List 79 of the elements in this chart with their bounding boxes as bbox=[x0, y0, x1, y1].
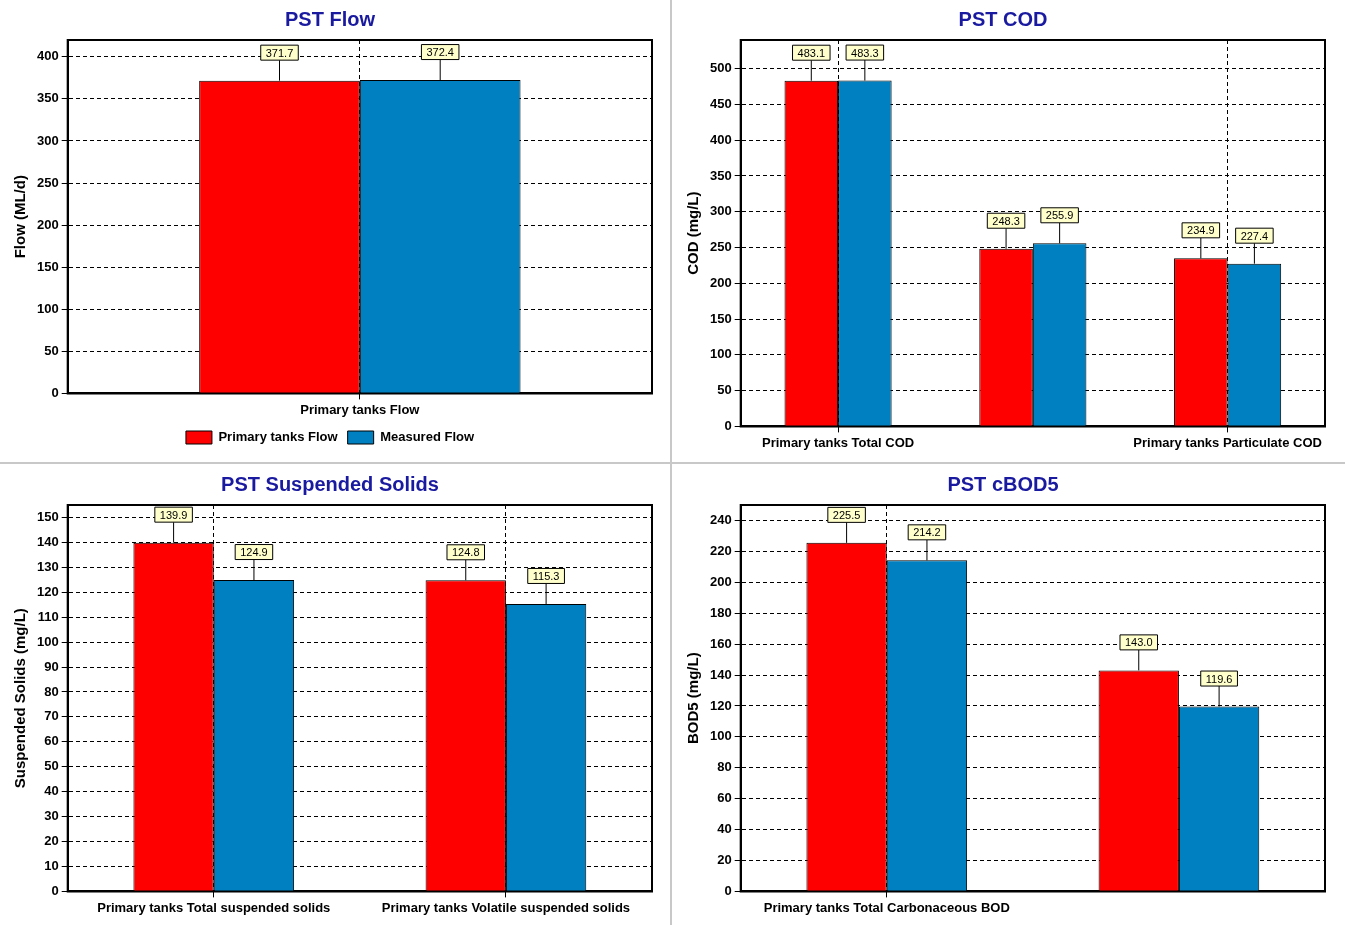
y-tick-label: 50 bbox=[717, 382, 732, 398]
y-tick-label: 350 bbox=[36, 90, 59, 106]
y-tick-label: 130 bbox=[36, 558, 59, 574]
data-label: 483.3 bbox=[851, 46, 879, 59]
chart-title: PST Suspended Solids bbox=[221, 472, 439, 495]
data-label: 372.4 bbox=[426, 46, 454, 59]
y-tick-label: 200 bbox=[709, 274, 732, 290]
y-tick-label: 20 bbox=[717, 852, 732, 868]
x-tick-label: Primary tanks Total COD bbox=[761, 434, 915, 450]
y-tick-label: 160 bbox=[709, 635, 732, 651]
x-tick-label: Primary tanks Particulate COD bbox=[1133, 434, 1322, 450]
chart-title: PST cBOD5 bbox=[947, 472, 1059, 495]
y-tick-label: 60 bbox=[44, 733, 59, 749]
x-tick-label: Primary tanks Volatile suspended solids bbox=[381, 899, 631, 915]
data-label: 143.0 bbox=[1124, 636, 1153, 649]
data-label: 139.9 bbox=[159, 508, 188, 521]
y-tick-label: 220 bbox=[709, 542, 732, 558]
y-tick-label: 150 bbox=[709, 310, 732, 326]
y-tick-label: 40 bbox=[717, 821, 732, 837]
y-tick-label: 80 bbox=[44, 683, 59, 699]
data-label: 248.3 bbox=[992, 214, 1020, 227]
data-label: 255.9 bbox=[1045, 209, 1074, 222]
y-tick-label: 30 bbox=[44, 808, 59, 824]
y-tick-label: 140 bbox=[709, 666, 732, 682]
y-tick-label: 90 bbox=[44, 658, 59, 674]
y-tick-label: 50 bbox=[44, 342, 59, 358]
y-tick-label: 150 bbox=[36, 509, 59, 525]
y-tick-label: 300 bbox=[709, 203, 732, 219]
y-tick-label: 300 bbox=[36, 132, 59, 148]
y-tick-label: 0 bbox=[51, 882, 59, 898]
data-label: 227.4 bbox=[1240, 229, 1269, 242]
y-tick-label: 140 bbox=[36, 533, 59, 549]
y-tick-label: 200 bbox=[709, 573, 732, 589]
y-tick-label: 100 bbox=[709, 346, 732, 362]
y-tick-label: 120 bbox=[36, 583, 59, 599]
data-label: 483.1 bbox=[797, 46, 826, 59]
y-axis-title: BOD5 (mg/L) bbox=[684, 652, 702, 745]
x-tick-label: Primary tanks Total suspended solids bbox=[97, 899, 331, 915]
y-tick-label: 100 bbox=[709, 728, 732, 744]
y-tick-label: 400 bbox=[709, 131, 732, 147]
legend-label: Measured Flow bbox=[380, 429, 475, 445]
y-tick-label: 100 bbox=[36, 633, 59, 649]
chart-title: PST COD bbox=[958, 7, 1048, 30]
y-tick-label: 100 bbox=[36, 300, 59, 316]
y-tick-label: 0 bbox=[51, 384, 59, 400]
y-tick-label: 40 bbox=[44, 783, 59, 799]
data-label: 124.8 bbox=[451, 546, 480, 559]
data-label: 124.9 bbox=[240, 546, 268, 559]
y-tick-label: 400 bbox=[36, 48, 59, 64]
data-label: 119.6 bbox=[1205, 672, 1233, 685]
y-tick-label: 500 bbox=[709, 60, 732, 76]
y-tick-label: 200 bbox=[36, 216, 59, 232]
y-tick-label: 450 bbox=[709, 95, 732, 111]
chart-title: PST Flow bbox=[285, 7, 376, 30]
y-tick-label: 150 bbox=[36, 258, 59, 274]
y-tick-label: 120 bbox=[709, 697, 732, 713]
y-tick-label: 180 bbox=[709, 604, 732, 620]
y-tick-label: 0 bbox=[724, 882, 732, 898]
y-tick-label: 110 bbox=[37, 608, 59, 624]
y-tick-label: 70 bbox=[44, 708, 59, 724]
y-tick-label: 80 bbox=[717, 759, 732, 775]
y-tick-label: 350 bbox=[709, 167, 732, 183]
data-label: 225.5 bbox=[832, 508, 861, 521]
y-axis-title: COD (mg/L) bbox=[684, 191, 702, 275]
y-tick-label: 240 bbox=[709, 512, 732, 528]
data-label: 115.3 bbox=[532, 570, 560, 582]
data-label: 234.9 bbox=[1187, 224, 1215, 237]
y-axis-title: Suspended Solids (mg/L) bbox=[11, 608, 29, 789]
y-tick-label: 20 bbox=[44, 833, 59, 849]
y-axis-title: Flow (ML/d) bbox=[11, 175, 29, 259]
y-tick-label: 50 bbox=[44, 758, 59, 774]
x-tick-label: Primary tanks Total Carbonaceous BOD bbox=[763, 899, 1010, 915]
y-tick-label: 0 bbox=[724, 417, 732, 433]
data-label: 371.7 bbox=[265, 46, 294, 59]
y-tick-label: 250 bbox=[36, 174, 59, 190]
y-tick-label: 250 bbox=[709, 239, 732, 255]
data-label: 214.2 bbox=[913, 526, 941, 539]
y-tick-label: 10 bbox=[44, 858, 59, 874]
y-tick-label: 60 bbox=[717, 790, 732, 806]
